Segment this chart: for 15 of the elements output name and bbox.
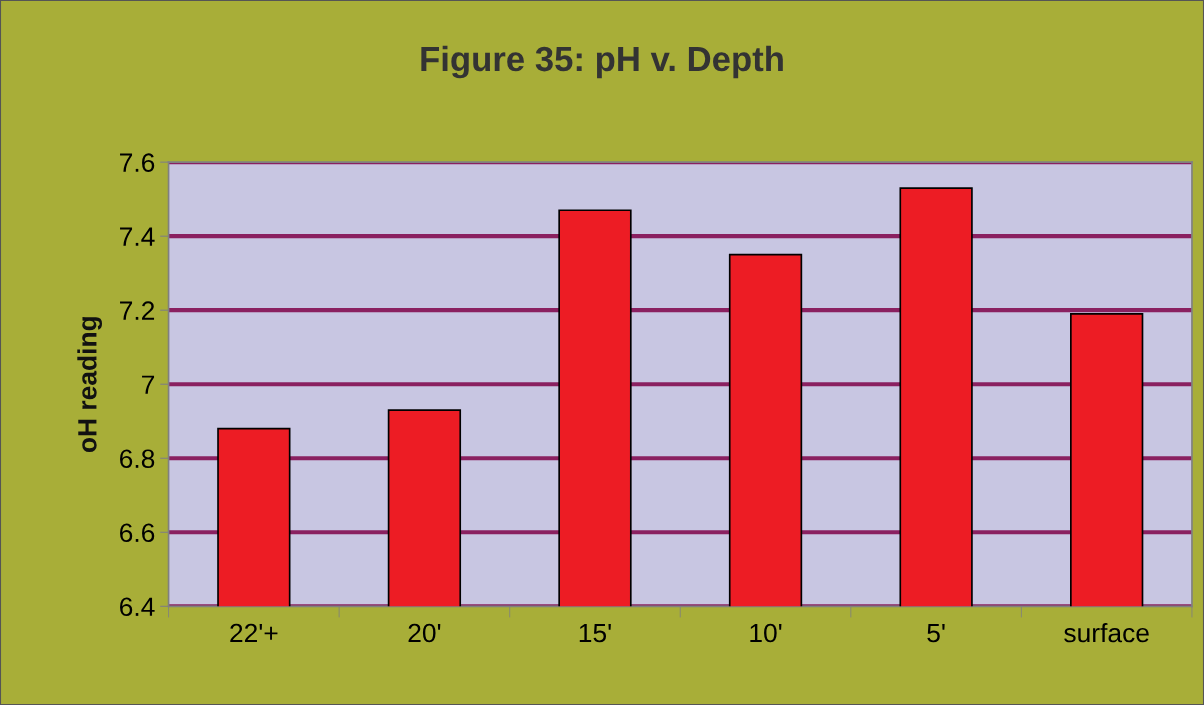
y-tick-label: 7.6: [120, 153, 155, 172]
y-tick-label: 6.4: [120, 597, 155, 617]
chart-title: Figure 35: pH v. Depth: [421, 45, 783, 79]
x-tick-label: surface: [1064, 623, 1149, 643]
x-tick-label: 5': [927, 623, 945, 643]
y-tick-label: 7.4: [120, 227, 155, 246]
x-tick-label: 15': [579, 623, 611, 643]
y-tick-label: 6.8: [120, 449, 155, 469]
y-axis-title: oH reading: [77, 317, 103, 453]
x-tick-label: 20': [408, 623, 441, 643]
y-tick-label: 7: [142, 375, 155, 394]
y-tick-label: 6.6: [120, 523, 155, 543]
y-tick-label: 7.2: [120, 301, 155, 320]
x-tick-label: 22'+: [230, 623, 278, 643]
x-tick-label: 10': [750, 623, 782, 643]
